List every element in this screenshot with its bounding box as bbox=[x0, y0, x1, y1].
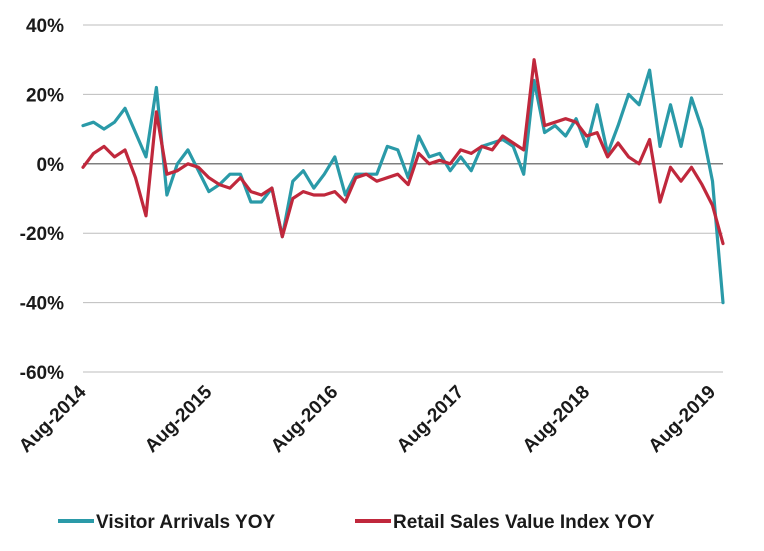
x-tick-label: Aug-2019 bbox=[645, 382, 720, 457]
x-axis-tick-labels: Aug-2014 Aug-2015 Aug-2016 Aug-2017 Aug-2018… bbox=[15, 381, 720, 457]
y-tick-label: -20% bbox=[20, 224, 64, 245]
x-tick-label: Aug-2015 bbox=[141, 381, 217, 457]
series-line-retail-sales bbox=[81, 58, 725, 246]
series-lines bbox=[81, 58, 725, 305]
x-tick-label: Aug-2016 bbox=[267, 382, 342, 457]
x-tick-label: Aug-2017 bbox=[393, 382, 468, 457]
legend-label: Retail Sales Value Index YOY bbox=[393, 512, 655, 533]
y-tick-label: 0% bbox=[37, 155, 65, 176]
gridlines bbox=[83, 24, 723, 373]
y-tick-label: 40% bbox=[26, 16, 64, 37]
legend: Visitor Arrivals YOY Retail Sales Value I… bbox=[58, 512, 655, 533]
y-tick-label: 20% bbox=[26, 85, 64, 106]
x-tick-label: Aug-2014 bbox=[15, 381, 91, 457]
legend-label: Visitor Arrivals YOY bbox=[96, 512, 276, 533]
y-tick-label: -60% bbox=[20, 363, 64, 384]
y-axis-tick-labels: 40% 20% 0% -20% -40% -60% bbox=[20, 16, 64, 384]
y-tick-label: -40% bbox=[20, 294, 64, 315]
x-tick-label: Aug-2018 bbox=[519, 382, 594, 457]
series-line-visitor-arrivals bbox=[81, 68, 725, 305]
